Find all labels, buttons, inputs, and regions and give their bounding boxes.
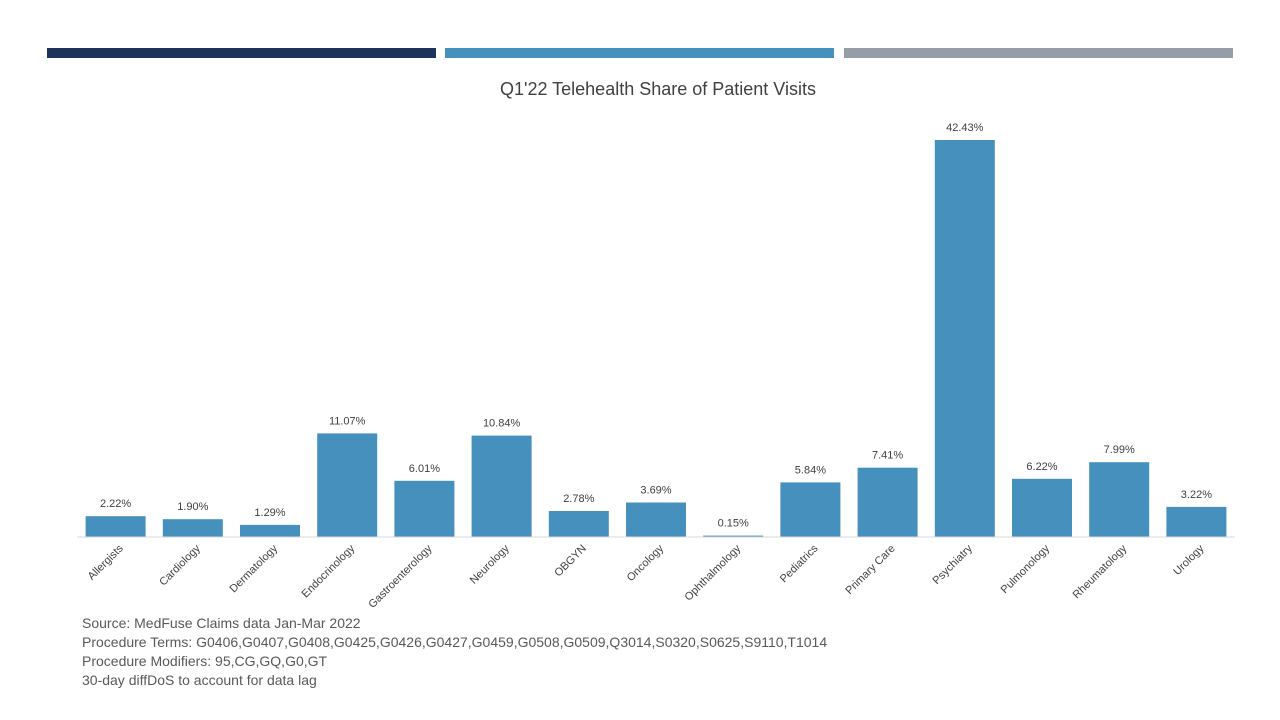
x-tick-label: Gastroenterology <box>366 542 435 610</box>
bar <box>162 519 223 537</box>
data-label: 3.22% <box>1181 489 1212 501</box>
footnote-block: Source: MedFuse Claims data Jan-Mar 2022… <box>82 614 827 690</box>
data-label: 5.84% <box>795 464 826 476</box>
bar <box>317 433 378 537</box>
bar <box>703 535 764 537</box>
data-label: 1.29% <box>254 507 285 519</box>
data-label: 0.15% <box>718 518 749 530</box>
x-tick-label: OBGYN <box>552 543 589 580</box>
bar <box>394 480 455 537</box>
data-label: 7.99% <box>1104 444 1135 456</box>
x-tick-label: Allergists <box>86 542 126 582</box>
x-tick-label: Urology <box>1171 542 1207 578</box>
x-tick-label: Pulmonology <box>999 542 1053 596</box>
x-tick-labels: Allergists Cardiology Dermatology Endocrino… <box>86 542 1207 610</box>
x-tick-label: Rheumatology <box>1071 542 1130 601</box>
header-accent-bar-blue <box>445 48 834 58</box>
bars-group: 2.22% 1.90% 1.29% 11.07% 6.01% 10.84% 2.78% 3.6… <box>85 122 1227 537</box>
header-accent-bar-navy <box>47 48 436 58</box>
x-tick-label: Cardiology <box>157 542 203 588</box>
x-tick-label: Oncology <box>625 542 667 584</box>
x-tick-label: Neurology <box>468 542 512 586</box>
x-tick-label: Dermatology <box>228 542 281 595</box>
footnote-data-lag: 30-day diffDoS to account for data lag <box>82 672 317 688</box>
data-label: 2.22% <box>100 498 131 510</box>
bar <box>471 435 532 537</box>
x-tick-label: Endocrinology <box>300 542 358 600</box>
bar <box>1012 478 1072 537</box>
footnote-source: Source: MedFuse Claims data Jan-Mar 2022 <box>82 615 361 631</box>
x-tick-label: Psychiatry <box>931 542 976 587</box>
data-label: 7.41% <box>872 450 903 462</box>
bar <box>780 482 841 537</box>
data-label: 11.07% <box>329 415 366 427</box>
data-label: 42.43% <box>946 122 984 134</box>
data-label: 6.22% <box>1026 461 1057 473</box>
footnote-procedure-modifiers: Procedure Modifiers: 95,CG,GQ,G0,GT <box>82 653 328 669</box>
bar <box>1089 462 1150 537</box>
data-label: 2.78% <box>563 493 594 505</box>
data-label: 10.84% <box>483 418 521 430</box>
bar-chart: Q1'22 Telehealth Share of Patient Visits… <box>77 79 1235 610</box>
x-tick-label: Ophthalmology <box>683 542 744 603</box>
x-tick-label: Pediatrics <box>778 542 821 585</box>
data-label: 1.90% <box>177 501 208 513</box>
x-tick-label: Primary Care <box>843 543 897 597</box>
bar <box>240 524 300 537</box>
data-label: 3.69% <box>640 485 671 497</box>
bar <box>1166 506 1227 537</box>
chart-title: Q1'22 Telehealth Share of Patient Visits <box>500 79 816 99</box>
footnote-procedure-terms: Procedure Terms: G0406,G0407,G0408,G0425… <box>82 634 828 650</box>
bar <box>626 502 686 537</box>
header-accent-bar-gray <box>844 48 1233 58</box>
data-label: 6.01% <box>409 463 440 475</box>
bar <box>857 467 918 537</box>
bar <box>85 516 146 537</box>
bar <box>548 511 609 537</box>
bar <box>934 140 995 537</box>
